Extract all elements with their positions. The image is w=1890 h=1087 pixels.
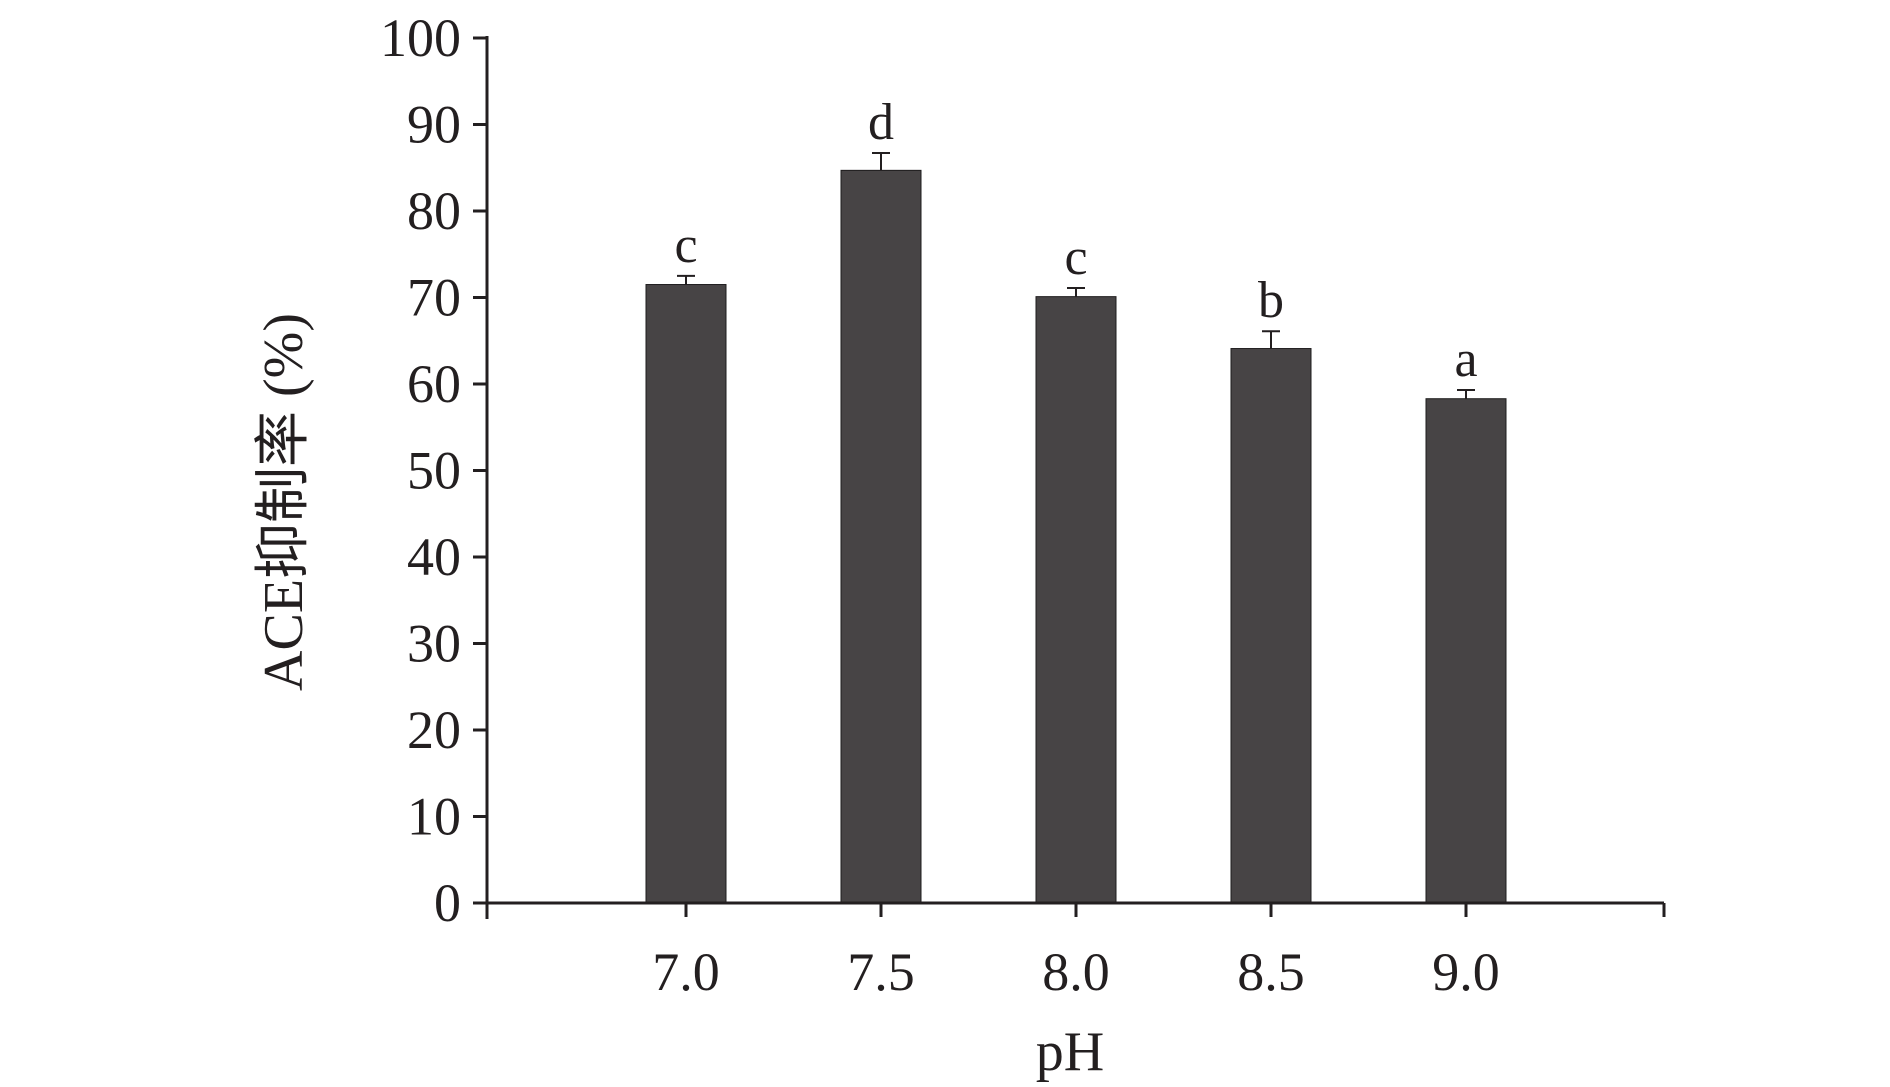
y-tick-label-20: 20 bbox=[407, 700, 461, 760]
bar-7.0 bbox=[645, 284, 727, 904]
y-tick-label-70: 70 bbox=[407, 268, 461, 328]
y-axis-title: ACE抑制率 (%) bbox=[253, 313, 315, 691]
significance-letter-7.5: d bbox=[868, 94, 894, 151]
x-tick-label-9.0: 9.0 bbox=[1432, 942, 1500, 1002]
significance-letter-9.0: a bbox=[1454, 331, 1477, 388]
y-tick-label-50: 50 bbox=[407, 441, 461, 501]
significance-letters-group: c d c b a bbox=[674, 94, 1477, 388]
y-ticks-group: 0 10 20 30 40 50 60 70 80 90 100 bbox=[380, 8, 487, 933]
y-tick-label-80: 80 bbox=[407, 181, 461, 241]
y-tick-label-90: 90 bbox=[407, 95, 461, 155]
x-tick-label-8.0: 8.0 bbox=[1042, 942, 1110, 1002]
bar-9.0 bbox=[1425, 398, 1507, 904]
significance-letter-8.0: c bbox=[1064, 229, 1087, 286]
y-tick-label-40: 40 bbox=[407, 527, 461, 587]
bar-8.0 bbox=[1035, 296, 1117, 904]
x-tick-label-8.5: 8.5 bbox=[1237, 942, 1305, 1002]
x-ticks-group: 7.0 7.5 8.0 8.5 9.0 bbox=[652, 903, 1500, 1002]
error-bars-group bbox=[677, 152, 1475, 399]
significance-letter-7.0: c bbox=[674, 217, 697, 274]
x-tick-label-7.5: 7.5 bbox=[847, 942, 915, 1002]
x-axis-title: pH bbox=[1036, 1021, 1104, 1083]
y-tick-label-60: 60 bbox=[407, 354, 461, 414]
bar-8.5 bbox=[1230, 348, 1312, 904]
bar-7.5 bbox=[840, 169, 922, 904]
significance-letter-8.5: b bbox=[1258, 272, 1284, 329]
y-tick-label-10: 10 bbox=[407, 787, 461, 847]
y-tick-label-100: 100 bbox=[380, 8, 461, 68]
x-tick-label-7.0: 7.0 bbox=[652, 942, 720, 1002]
y-tick-label-30: 30 bbox=[407, 614, 461, 674]
y-tick-label-0: 0 bbox=[434, 873, 461, 933]
